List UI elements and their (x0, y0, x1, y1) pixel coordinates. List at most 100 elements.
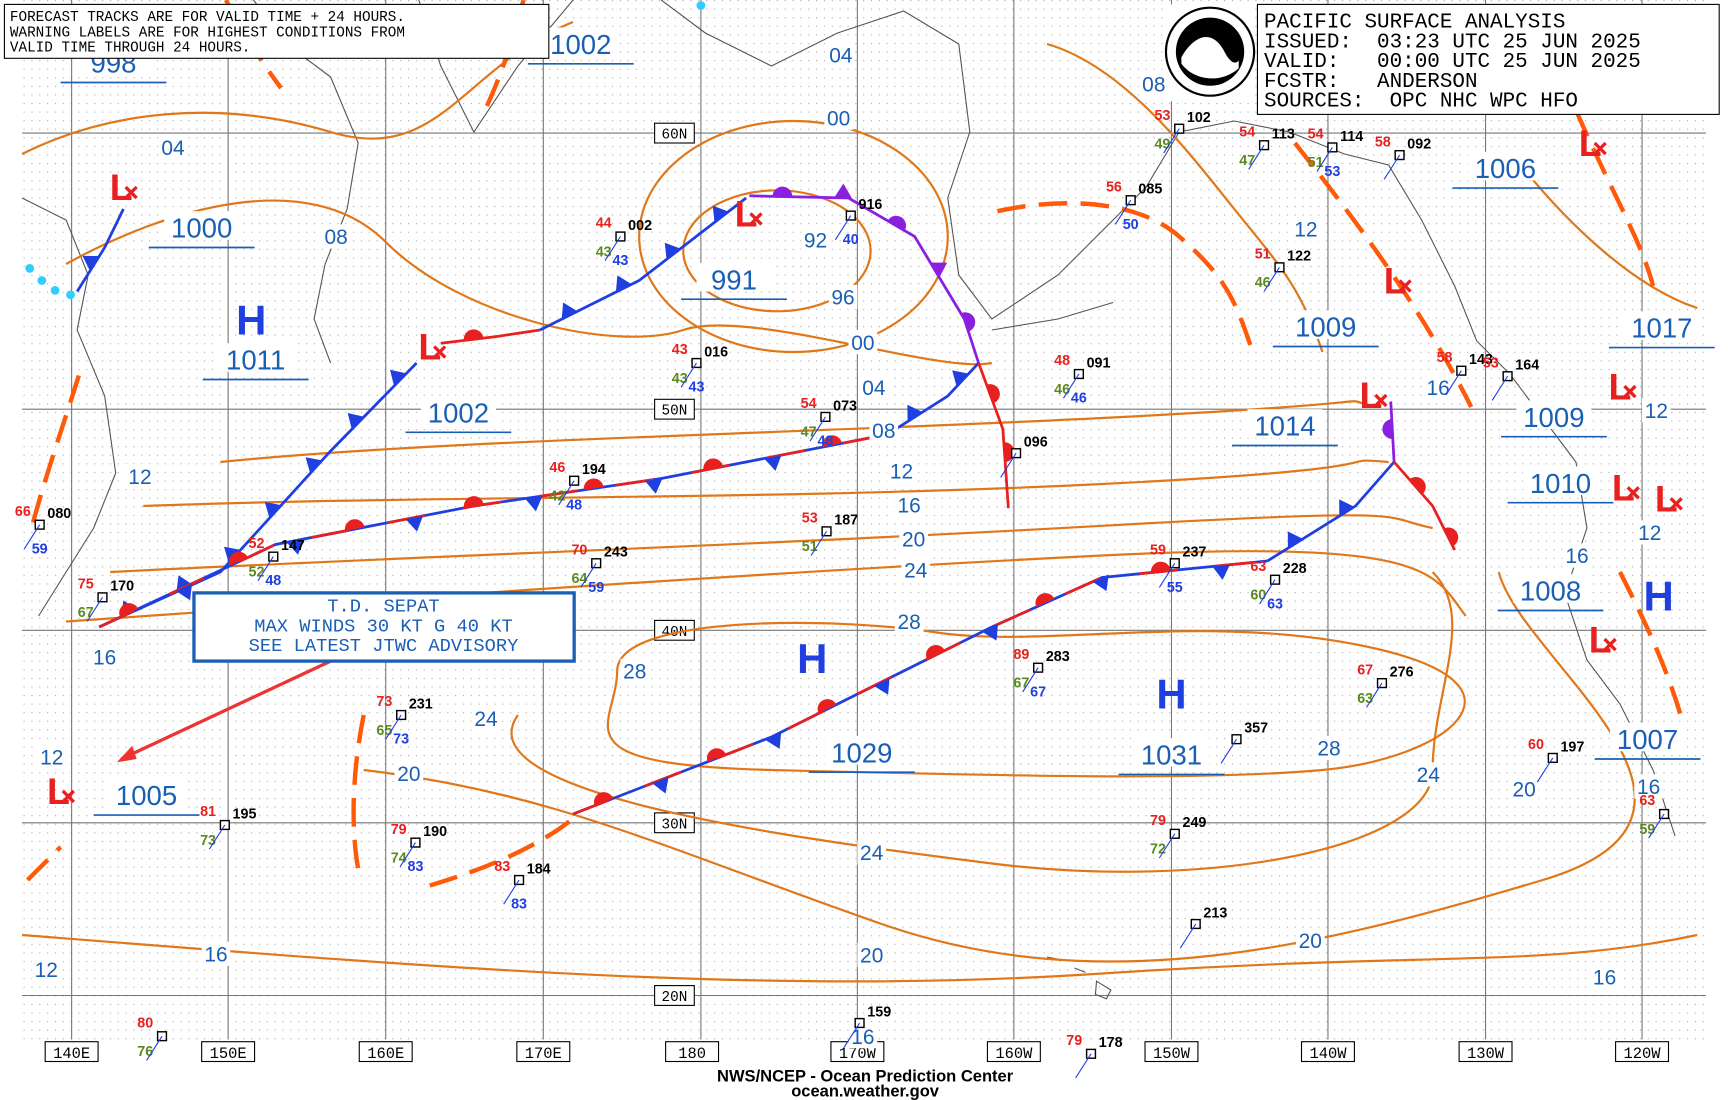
lon-label-box (1144, 1041, 1199, 1063)
pressure-label-bg (1247, 409, 1323, 438)
fronts (75, 183, 1459, 816)
wind-barb (843, 1022, 861, 1048)
station-id: 187 (834, 513, 858, 529)
aleutians (991, 301, 1114, 331)
lat-label-box (654, 398, 695, 420)
info-issued: ISSUED: 03:23 UTC 25 JUN 2025 (1264, 31, 1641, 54)
isobar-label: 28 (898, 611, 921, 634)
front-semicircle (887, 215, 907, 231)
isobar-label: 08 (1142, 73, 1165, 96)
station-marker (1190, 918, 1201, 930)
wind-barb (1316, 147, 1333, 172)
pressure-label: 1002 (550, 29, 611, 60)
lon-label-box (201, 1041, 256, 1063)
lon-label: 140W (1309, 1045, 1347, 1063)
low-x-mark (1623, 384, 1637, 399)
wind-barb (86, 597, 103, 622)
station-temp: 53 (1483, 355, 1499, 371)
pressure-label-bg (1513, 574, 1589, 603)
isobar-label-bg (828, 284, 858, 310)
station-marker (1231, 734, 1242, 745)
low-x-mark (1593, 141, 1607, 156)
isobar-label-bg (857, 840, 887, 865)
isobar-label-bg (1634, 774, 1663, 799)
station-marker (1327, 142, 1338, 153)
station-id: 113 (1272, 127, 1295, 143)
station-dewpoint: 73 (200, 833, 216, 849)
isobar-label: 20 (397, 763, 420, 786)
info-box: PACIFIC SURFACE ANALYSIS ISSUED: 03:23 U… (1164, 3, 1720, 115)
pressure-label: 1009 (1523, 402, 1584, 433)
isobar-label-bg (394, 761, 424, 786)
lon-label-box (1615, 1041, 1670, 1063)
isobar-label: 24 (904, 560, 928, 583)
pressure-label-bg (1523, 466, 1598, 495)
front-semicircle (986, 384, 1000, 404)
high-center: H (1643, 573, 1673, 620)
front-triangle (561, 302, 578, 320)
station-temp: 60 (1528, 737, 1544, 753)
station-temp: 58 (1437, 350, 1453, 366)
pressure-label: 1002 (428, 397, 489, 428)
front-triangle (652, 776, 669, 794)
lon-label: 160W (995, 1045, 1033, 1063)
wind-barb (385, 714, 402, 740)
warning-note: FORECAST TRACKS ARE FOR VALID TIME + 24 … (3, 3, 550, 59)
pressure-label: 1014 (1254, 411, 1315, 442)
station-dewpoint: 72 (1150, 842, 1166, 858)
wind-barb (503, 879, 520, 905)
station-id: 228 (1283, 561, 1307, 577)
lon-label: 120W (1624, 1045, 1662, 1063)
station-dewpoint: 74 (391, 850, 407, 866)
trough (1618, 571, 1683, 716)
high-center: H (236, 296, 266, 343)
isobar-label-bg (1291, 216, 1321, 241)
station-temp: 46 (549, 460, 565, 476)
isobar-label: 28 (623, 661, 646, 684)
note-box (3, 3, 550, 59)
pressure-label: 991 (711, 264, 757, 295)
wind-barb (208, 824, 226, 850)
low-center: L (735, 193, 758, 235)
info-box-frame (1256, 3, 1720, 115)
wind-barb (1383, 154, 1401, 180)
isobar-label-bg (321, 224, 351, 249)
lon-label-box (665, 1041, 720, 1063)
isobar-label: 12 (1294, 219, 1317, 242)
station-temp: 51 (1255, 247, 1271, 263)
info-forecaster: FCSTR: ANDERSON (1264, 71, 1477, 94)
low-x-mark (1626, 486, 1640, 500)
wind-barb (680, 362, 697, 388)
station-dewpoint: 49 (1154, 137, 1170, 153)
wind-barb (1220, 738, 1237, 764)
wind-barb (399, 842, 416, 868)
pressure-label-bg (420, 396, 496, 425)
pressure-label-bg (1610, 722, 1686, 752)
station-temp: 80 (137, 1015, 153, 1031)
isobar-label: 20 (860, 945, 883, 968)
isobar-label-bg (887, 458, 916, 483)
pressure-label-bg (824, 735, 900, 765)
front-semicircle (1382, 419, 1393, 439)
cold-front (539, 196, 747, 332)
station-id: 002 (628, 218, 652, 234)
wind-barb (1158, 833, 1176, 859)
trough (351, 714, 366, 870)
station-temp: 52 (249, 536, 265, 552)
station-temp: 58 (1375, 134, 1391, 150)
isobar-label: 04 (161, 137, 185, 160)
pressure-label-bg (109, 778, 185, 808)
wind-barb (1445, 370, 1462, 396)
front-triangle (1339, 499, 1355, 517)
wind-barb (580, 562, 597, 588)
info-valid: VALID: 00:00 UTC 25 JUN 2025 (1264, 51, 1641, 74)
low-x-mark (124, 185, 138, 200)
station-temp: 66 (15, 504, 31, 520)
noaa-logo-bird (1181, 37, 1239, 79)
wind-barb (1366, 682, 1383, 708)
wind-barb (1179, 923, 1197, 949)
station-temp: 73 (376, 694, 392, 710)
station-temp: 43 (672, 342, 688, 358)
wind-barb (146, 1035, 163, 1061)
front-semicircle (925, 645, 945, 660)
